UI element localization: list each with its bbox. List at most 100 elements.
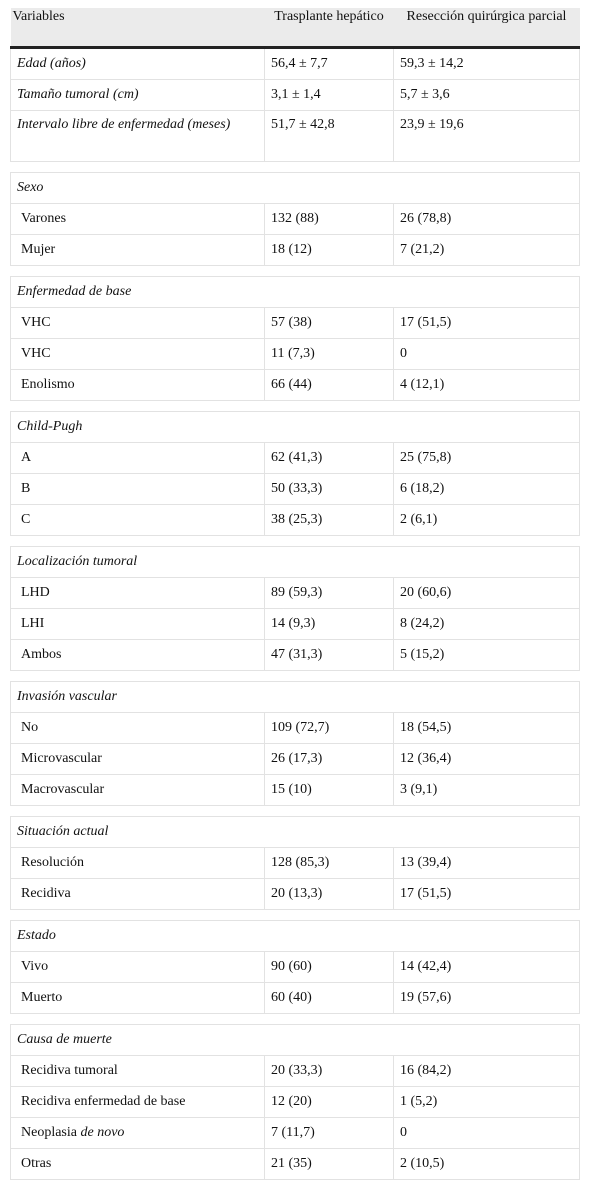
label-cell: Muerto [10, 982, 265, 1014]
spacer-row [10, 670, 580, 682]
table-row: Recidiva 20 (13,3) 17 (51,5) [10, 878, 580, 910]
value-cell: 11 (7,3) [264, 338, 394, 370]
value-cell: 5 (15,2) [393, 639, 580, 671]
value-cell: 2 (6,1) [393, 504, 580, 536]
value-cell: 1 (5,2) [393, 1086, 580, 1118]
label-cell: C [10, 504, 265, 536]
table-row: B 50 (33,3) 6 (18,2) [10, 473, 580, 505]
spacer-row [10, 161, 580, 173]
spacer-cell [10, 161, 580, 173]
table-row: Recidiva enfermedad de base 12 (20) 1 (5,2… [10, 1086, 580, 1118]
value-cell: 21 (35) [264, 1148, 394, 1180]
header-row: Variables Trasplante hepático Resección … [10, 8, 580, 49]
value-cell: 16 (84,2) [393, 1055, 580, 1087]
spacer-cell [10, 670, 580, 682]
label-cell: Ambos [10, 639, 265, 671]
table-row: Intervalo libre de enfermedad (meses) 51,… [10, 110, 580, 162]
value-cell: 66 (44) [264, 369, 394, 401]
table-row: VHC 11 (7,3) 0 [10, 338, 580, 370]
table-row: Mujer 18 (12) 7 (21,2) [10, 234, 580, 266]
value-cell: 18 (54,5) [393, 712, 580, 744]
header-cell: Trasplante hepático [264, 8, 394, 49]
table-row: Vivo 90 (60) 14 (42,4) [10, 951, 580, 983]
table-row: Resolución 128 (85,3) 13 (39,4) [10, 847, 580, 879]
spacer-row [10, 909, 580, 921]
spacer-row [10, 535, 580, 547]
value-cell: 90 (60) [264, 951, 394, 983]
spacer-cell [10, 400, 580, 412]
spacer-cell [10, 1013, 580, 1025]
section-title: Causa de muerte [10, 1024, 580, 1056]
value-cell: 0 [393, 1117, 580, 1149]
value-cell: 26 (17,3) [264, 743, 394, 775]
section-row: Enfermedad de base [10, 276, 580, 308]
section-row: Localización tumoral [10, 546, 580, 578]
label-cell: Resolución [10, 847, 265, 879]
table-row: Tamaño tumoral (cm) 3,1 ± 1,4 5,7 ± 3,6 [10, 79, 580, 111]
value-cell: 18 (12) [264, 234, 394, 266]
section-row: Sexo [10, 172, 580, 204]
spacer-cell [10, 535, 580, 547]
label-cell: Tamaño tumoral (cm) [10, 79, 265, 111]
value-cell: 60 (40) [264, 982, 394, 1014]
label-cell: A [10, 442, 265, 474]
value-cell: 50 (33,3) [264, 473, 394, 505]
value-cell: 89 (59,3) [264, 577, 394, 609]
label-cell: Recidiva tumoral [10, 1055, 265, 1087]
value-cell: 47 (31,3) [264, 639, 394, 671]
label-cell: Enolismo [10, 369, 265, 401]
section-title: Child-Pugh [10, 411, 580, 443]
section-title: Enfermedad de base [10, 276, 580, 308]
label-cell: Edad (años) [10, 47, 265, 80]
value-cell: 17 (51,5) [393, 878, 580, 910]
header-cell: Resección quirúrgica parcial [393, 8, 580, 49]
spacer-cell [10, 805, 580, 817]
section-row: Invasión vascular [10, 681, 580, 713]
spacer-row [10, 265, 580, 277]
table-row: Enolismo 66 (44) 4 (12,1) [10, 369, 580, 401]
table-body: Edad (años) 56,4 ± 7,7 59,3 ± 14,2 Tamaño t… [10, 47, 580, 1180]
value-cell: 51,7 ± 42,8 [264, 110, 394, 162]
value-cell: 12 (20) [264, 1086, 394, 1118]
value-cell: 12 (36,4) [393, 743, 580, 775]
value-cell: 0 [393, 338, 580, 370]
table-row: Varones 132 (88) 26 (78,8) [10, 203, 580, 235]
value-cell: 62 (41,3) [264, 442, 394, 474]
value-cell: 4 (12,1) [393, 369, 580, 401]
value-cell: 7 (11,7) [264, 1117, 394, 1149]
value-cell: 7 (21,2) [393, 234, 580, 266]
section-row: Child-Pugh [10, 411, 580, 443]
data-table: Variables Trasplante hepático Resección … [10, 8, 580, 1180]
value-cell: 13 (39,4) [393, 847, 580, 879]
table-row: C 38 (25,3) 2 (6,1) [10, 504, 580, 536]
label-cell: VHC [10, 307, 265, 339]
label-cell: Otras [10, 1148, 265, 1180]
table-row: A 62 (41,3) 25 (75,8) [10, 442, 580, 474]
label-cell: LHI [10, 608, 265, 640]
value-cell: 20 (60,6) [393, 577, 580, 609]
section-row: Situación actual [10, 816, 580, 848]
label-cell: Varones [10, 203, 265, 235]
value-cell: 2 (10,5) [393, 1148, 580, 1180]
label-cell: LHD [10, 577, 265, 609]
section-row: Causa de muerte [10, 1024, 580, 1056]
spacer-row [10, 1013, 580, 1025]
label-cell: Mujer [10, 234, 265, 266]
value-cell: 25 (75,8) [393, 442, 580, 474]
label-emphasis: de novo [80, 1125, 125, 1140]
label-cell: Macrovascular [10, 774, 265, 806]
label-text: Neoplasia [21, 1125, 77, 1140]
value-cell: 38 (25,3) [264, 504, 394, 536]
table-row: Recidiva tumoral 20 (33,3) 16 (84,2) [10, 1055, 580, 1087]
section-row: Estado [10, 920, 580, 952]
value-cell: 109 (72,7) [264, 712, 394, 744]
value-cell: 19 (57,6) [393, 982, 580, 1014]
value-cell: 20 (33,3) [264, 1055, 394, 1087]
value-cell: 57 (38) [264, 307, 394, 339]
table-row: No 109 (72,7) 18 (54,5) [10, 712, 580, 744]
table-row: LHD 89 (59,3) 20 (60,6) [10, 577, 580, 609]
value-cell: 3,1 ± 1,4 [264, 79, 394, 111]
label-cell: Microvascular [10, 743, 265, 775]
table-row: Microvascular 26 (17,3) 12 (36,4) [10, 743, 580, 775]
